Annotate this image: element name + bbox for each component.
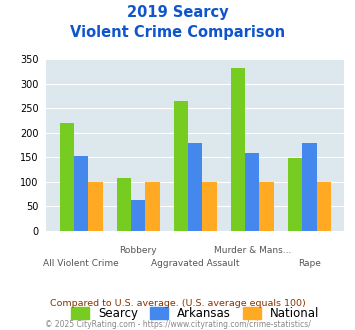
Bar [188, 143, 202, 231]
Text: Violent Crime Comparison: Violent Crime Comparison [70, 25, 285, 40]
Text: Compared to U.S. average. (U.S. average equals 100): Compared to U.S. average. (U.S. average … [50, 299, 305, 308]
Bar [174, 101, 188, 231]
Bar [245, 152, 260, 231]
Legend: Searcy, Arkansas, National: Searcy, Arkansas, National [66, 302, 324, 325]
Bar [317, 182, 331, 231]
Bar [131, 200, 145, 231]
Text: 2019 Searcy: 2019 Searcy [127, 5, 228, 20]
Bar [145, 182, 160, 231]
Bar [231, 68, 245, 231]
Text: Murder & Mans...: Murder & Mans... [214, 246, 291, 255]
Bar [88, 182, 103, 231]
Bar [260, 182, 274, 231]
Text: Robbery: Robbery [119, 246, 157, 255]
Text: All Violent Crime: All Violent Crime [43, 259, 119, 268]
Bar [202, 182, 217, 231]
Bar [60, 123, 74, 231]
Text: Aggravated Assault: Aggravated Assault [151, 259, 240, 268]
Bar [302, 143, 317, 231]
Text: © 2025 CityRating.com - https://www.cityrating.com/crime-statistics/: © 2025 CityRating.com - https://www.city… [45, 320, 310, 329]
Bar [74, 156, 88, 231]
Bar [117, 178, 131, 231]
Text: Rape: Rape [298, 259, 321, 268]
Bar [288, 158, 302, 231]
